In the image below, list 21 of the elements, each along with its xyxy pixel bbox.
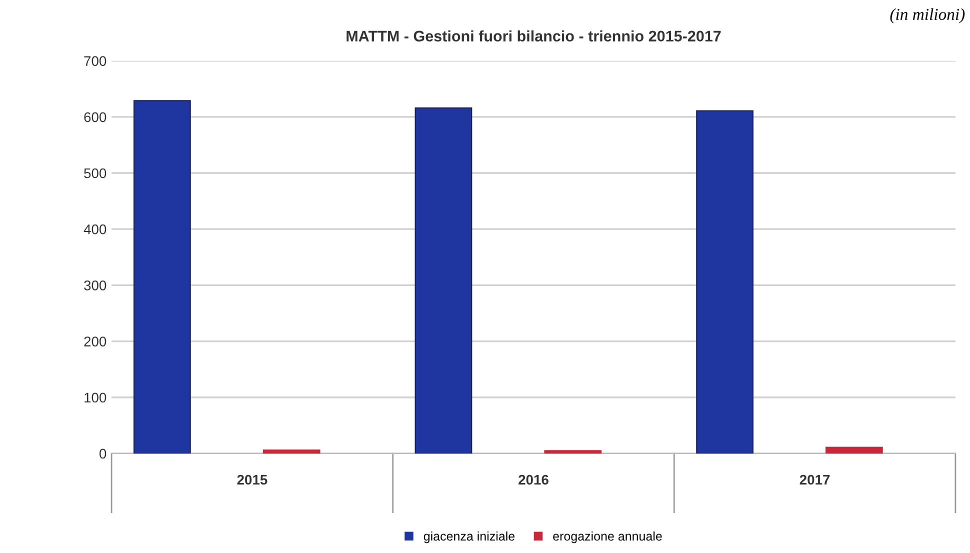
y-tick-label: 700 <box>84 56 106 66</box>
bar <box>825 446 883 454</box>
bar <box>544 450 602 454</box>
x-tick-label: 2017 <box>800 474 830 485</box>
y-tick-label: 100 <box>84 392 106 403</box>
bar <box>696 110 754 454</box>
legend-label: erogazione annuale <box>553 531 662 544</box>
y-tick-label: 0 <box>100 448 106 459</box>
y-tick-label: 200 <box>84 336 106 346</box>
legend-label: giacenza iniziale <box>424 531 515 544</box>
y-tick-label: 300 <box>84 280 106 290</box>
bar <box>414 107 472 454</box>
x-tick-label: 2015 <box>237 474 268 485</box>
bar <box>262 450 320 454</box>
chart-title: MATTM - Gestioni fuori bilancio - triennio 2015-2017 <box>346 30 721 42</box>
bar <box>134 100 191 454</box>
text: (in milioni) <box>890 8 965 24</box>
y-tick-label: 600 <box>84 112 106 122</box>
y-tick-label: 500 <box>84 168 106 178</box>
y-tick-label: 400 <box>84 224 106 234</box>
x-tick-label: 2016 <box>518 474 548 485</box>
